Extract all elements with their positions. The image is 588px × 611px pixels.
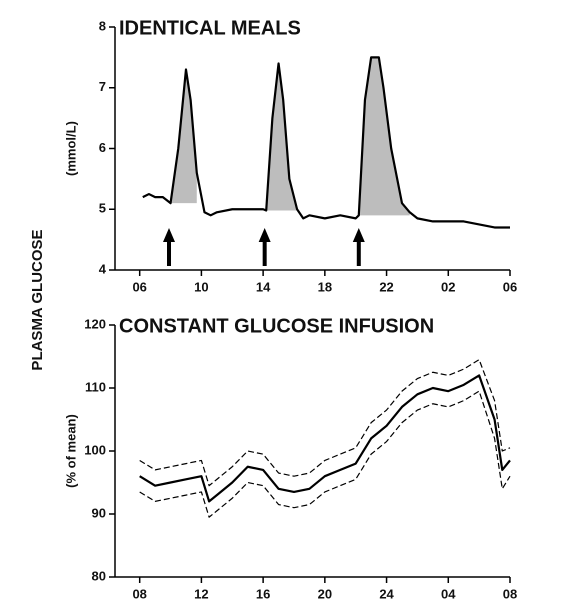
line-series [139, 374, 511, 503]
x-tick-label: 16 [256, 586, 270, 601]
x-tick-label: 20 [318, 586, 332, 601]
y-tick-label: 5 [99, 201, 106, 216]
x-tick-label: 08 [503, 586, 517, 601]
y-tick-label: 110 [85, 379, 106, 394]
meal-shading [358, 57, 410, 216]
x-tick-label: 04 [441, 586, 456, 601]
x-tick-label: 14 [256, 279, 271, 294]
y-axis-label: (% of mean) [63, 414, 78, 488]
y-tick-label: 90 [92, 505, 106, 520]
chart-title: IDENTICAL MEALS [119, 17, 301, 39]
chart-title: CONSTANT GLUCOSE INFUSION [119, 315, 434, 337]
meal-shading [266, 63, 298, 211]
y-tick-label: 7 [99, 79, 106, 94]
x-tick-label: 08 [132, 586, 146, 601]
x-tick-label: 18 [318, 279, 332, 294]
x-tick-label: 12 [194, 586, 208, 601]
x-tick-label: 06 [132, 279, 146, 294]
meal-arrow [163, 228, 176, 266]
x-tick-label: 02 [441, 279, 455, 294]
meal-arrow [258, 228, 271, 266]
y-axis-label: (mmol/L) [63, 121, 78, 176]
x-tick-label: 24 [379, 586, 394, 601]
y-tick-label: 6 [99, 140, 106, 155]
y-tick-label: 4 [99, 261, 107, 276]
line-series [139, 359, 511, 487]
y-tick-label: 100 [84, 442, 106, 457]
line-series [139, 390, 511, 518]
shared-y-label: PLASMA GLUCOSE [29, 229, 46, 370]
x-tick-label: 22 [379, 279, 393, 294]
line-series [142, 56, 510, 229]
x-tick-label: 10 [194, 279, 208, 294]
y-tick-label: 120 [84, 316, 106, 331]
meal-arrow [352, 228, 365, 266]
y-tick-label: 8 [99, 18, 106, 33]
x-tick-label: 06 [503, 279, 517, 294]
y-tick-label: 80 [92, 568, 106, 583]
